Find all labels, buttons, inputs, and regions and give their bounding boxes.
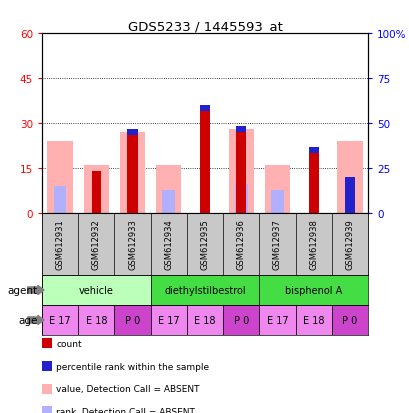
Bar bbox=[127, 185, 137, 214]
Bar bbox=[228, 130, 253, 214]
Bar bbox=[200, 112, 209, 214]
Bar bbox=[128, 136, 137, 214]
Bar bbox=[127, 136, 137, 214]
Bar bbox=[236, 133, 245, 214]
Text: E 18: E 18 bbox=[85, 315, 107, 325]
Text: rank, Detection Call = ABSENT: rank, Detection Call = ABSENT bbox=[56, 407, 195, 413]
Bar bbox=[200, 174, 209, 214]
Text: E 17: E 17 bbox=[49, 315, 71, 325]
Text: GSM612933: GSM612933 bbox=[128, 218, 137, 269]
Bar bbox=[150, 305, 187, 335]
Bar bbox=[150, 275, 259, 305]
Text: GSM612931: GSM612931 bbox=[56, 218, 65, 269]
Bar bbox=[162, 190, 175, 214]
Bar bbox=[236, 185, 246, 214]
Text: age: age bbox=[18, 315, 38, 325]
Bar bbox=[114, 305, 150, 335]
Text: P 0: P 0 bbox=[125, 315, 140, 325]
Text: E 18: E 18 bbox=[302, 315, 324, 325]
Bar bbox=[83, 166, 109, 214]
Text: GSM612932: GSM612932 bbox=[92, 218, 101, 269]
Bar bbox=[200, 112, 209, 214]
Text: E 18: E 18 bbox=[194, 315, 215, 325]
Bar bbox=[92, 171, 101, 214]
Bar bbox=[236, 127, 246, 214]
Bar bbox=[200, 106, 209, 214]
Bar bbox=[308, 154, 318, 214]
Bar bbox=[187, 305, 222, 335]
Bar bbox=[119, 133, 145, 214]
Bar bbox=[156, 166, 181, 214]
Text: P 0: P 0 bbox=[342, 315, 357, 325]
Bar bbox=[78, 305, 114, 335]
Bar bbox=[47, 142, 73, 214]
Text: E 17: E 17 bbox=[157, 315, 179, 325]
Text: GSM612935: GSM612935 bbox=[200, 218, 209, 269]
Text: diethylstilbestrol: diethylstilbestrol bbox=[164, 285, 245, 295]
Text: percentile rank within the sample: percentile rank within the sample bbox=[56, 362, 209, 370]
Text: value, Detection Call = ABSENT: value, Detection Call = ABSENT bbox=[56, 385, 199, 393]
Bar bbox=[42, 275, 150, 305]
Bar bbox=[308, 154, 317, 214]
Bar bbox=[295, 305, 331, 335]
Bar bbox=[259, 275, 367, 305]
Bar bbox=[308, 187, 318, 214]
Text: GSM612937: GSM612937 bbox=[272, 218, 281, 269]
Title: GDS5233 / 1445593_at: GDS5233 / 1445593_at bbox=[127, 20, 282, 33]
Text: bisphenol A: bisphenol A bbox=[284, 285, 342, 295]
Text: GSM612936: GSM612936 bbox=[236, 218, 245, 269]
Bar bbox=[236, 133, 246, 214]
Bar bbox=[54, 187, 66, 214]
Text: GSM612934: GSM612934 bbox=[164, 218, 173, 269]
Bar bbox=[308, 147, 318, 214]
Bar bbox=[234, 185, 247, 214]
Text: count: count bbox=[56, 339, 82, 348]
Bar bbox=[222, 305, 259, 335]
Bar bbox=[42, 305, 78, 335]
Bar bbox=[259, 305, 295, 335]
Text: vehicle: vehicle bbox=[79, 285, 113, 295]
Bar bbox=[344, 178, 354, 214]
Bar bbox=[270, 190, 283, 214]
Text: P 0: P 0 bbox=[233, 315, 248, 325]
Text: GSM612938: GSM612938 bbox=[308, 218, 317, 269]
Bar bbox=[264, 166, 290, 214]
Bar bbox=[331, 305, 367, 335]
Text: agent: agent bbox=[8, 285, 38, 295]
Bar bbox=[336, 142, 362, 214]
Text: E 17: E 17 bbox=[266, 315, 288, 325]
Bar bbox=[127, 130, 137, 214]
Text: GSM612939: GSM612939 bbox=[344, 218, 353, 269]
